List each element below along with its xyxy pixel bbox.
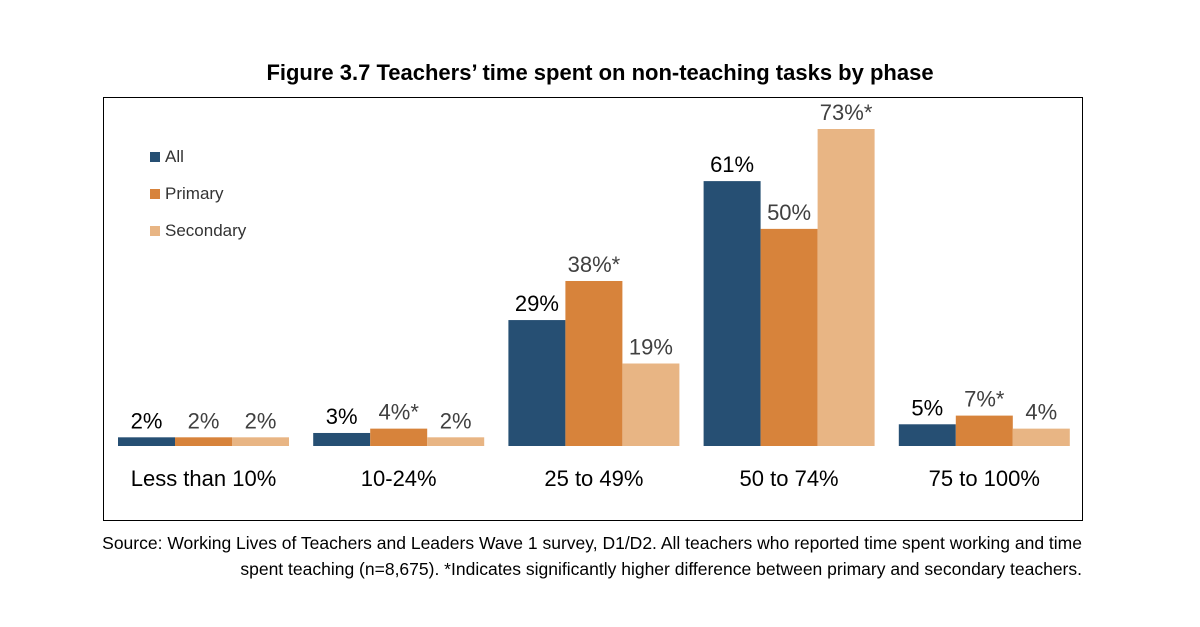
bar-primary-0	[175, 437, 232, 446]
bar-all-0	[118, 437, 175, 446]
data-label-secondary-0: 2%	[245, 408, 277, 433]
data-label-primary-1: 4%*	[379, 400, 420, 425]
bar-primary-4	[955, 415, 1013, 446]
legend: All Primary Secondary	[150, 138, 246, 249]
category-label-0: Less than 10%	[131, 466, 277, 491]
data-label-primary-3: 50%	[767, 200, 811, 225]
legend-item-secondary: Secondary	[150, 212, 246, 249]
legend-label-primary: Primary	[165, 183, 224, 203]
category-label-1: 10-24%	[361, 466, 437, 491]
data-label-secondary-3: 73%*	[820, 100, 873, 125]
bar-all-4	[898, 424, 956, 446]
data-label-secondary-4: 4%	[1025, 400, 1057, 425]
source-note: Source: Working Lives of Teachers and Le…	[102, 533, 1082, 579]
data-label-primary-4: 7%*	[964, 387, 1005, 412]
bar-all-3	[703, 181, 761, 446]
bar-all-1	[313, 432, 371, 446]
chart-title: Figure 3.7 Teachers’ time spent on non-t…	[266, 60, 934, 85]
category-label-4: 75 to 100%	[929, 466, 1040, 491]
legend-swatch-secondary	[150, 225, 160, 236]
bar-all-2	[508, 320, 566, 446]
chart-frame	[103, 97, 1083, 521]
category-label-2: 25 to 49%	[544, 466, 643, 491]
bar-secondary-3	[817, 129, 875, 446]
legend-label-all: All	[165, 146, 184, 166]
data-label-secondary-1: 2%	[440, 408, 472, 433]
bar-secondary-0	[232, 437, 289, 446]
data-label-all-3: 61%	[710, 152, 754, 177]
bar-primary-3	[760, 228, 818, 446]
data-label-all-4: 5%	[911, 395, 943, 420]
bar-primary-2	[565, 280, 623, 446]
data-label-secondary-2: 19%	[629, 334, 673, 359]
bar-secondary-4	[1012, 428, 1070, 446]
legend-swatch-primary	[150, 188, 160, 199]
legend-item-primary: Primary	[150, 175, 246, 212]
data-label-primary-0: 2%	[188, 408, 220, 433]
bar-secondary-1	[427, 437, 485, 446]
legend-item-all: All	[150, 138, 246, 175]
data-label-primary-2: 38%*	[568, 252, 621, 277]
legend-label-secondary: Secondary	[165, 220, 247, 240]
data-label-all-2: 29%	[515, 291, 559, 316]
bar-primary-1	[370, 428, 428, 446]
legend-swatch-all	[150, 151, 160, 162]
category-label-3: 50 to 74%	[740, 466, 839, 491]
data-label-all-1: 3%	[326, 404, 358, 429]
bar-secondary-2	[622, 363, 680, 446]
data-label-all-0: 2%	[131, 408, 163, 433]
